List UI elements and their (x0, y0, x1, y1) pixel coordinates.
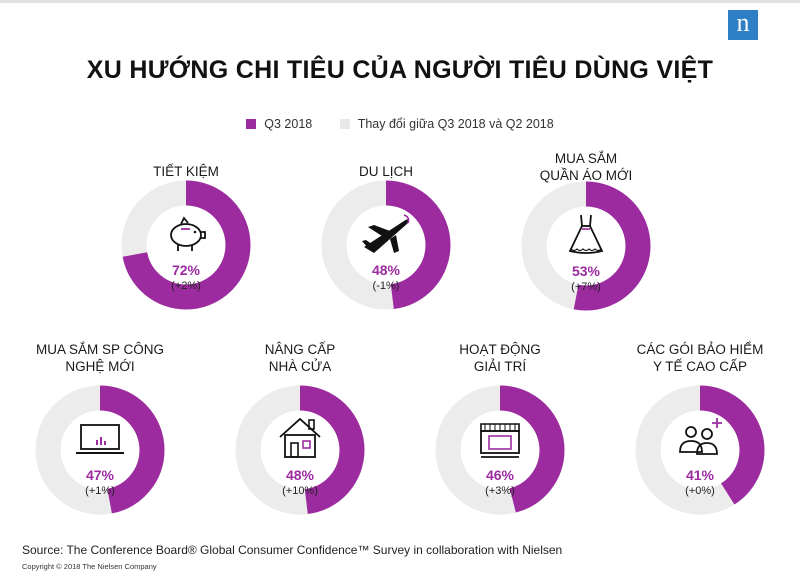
donut-value-arc (235, 385, 365, 515)
value-label: 48% (285, 467, 315, 483)
change-label: (+3%) (485, 485, 515, 497)
top-divider (0, 0, 800, 3)
donut-value-arc (635, 385, 765, 515)
donut-ring (521, 181, 651, 311)
dress-icon (568, 214, 604, 254)
donut-value-arc (35, 385, 165, 515)
legend-item-change: Thay đổi giữa Q3 2018 và Q2 2018 (339, 116, 554, 131)
category-label: DU LỊCH (358, 164, 413, 179)
donut-ring (35, 385, 165, 515)
airplane-icon (362, 214, 410, 253)
change-label: (-1%) (372, 280, 400, 292)
house-icon (279, 417, 321, 458)
category-label: TIẾT KIỆM (153, 164, 219, 179)
change-label: (+0%) (685, 485, 715, 497)
laptop-icon (76, 424, 124, 454)
chart-title: XU HƯỚNG CHI TIÊU CỦA NGƯỜI TIÊU DÙNG VI… (86, 56, 714, 84)
change-label: (+10%) (282, 485, 318, 497)
donut-value-arc (435, 385, 565, 515)
value-label: 41% (685, 467, 715, 483)
value-label: 46% (485, 467, 515, 483)
change-label: (+1%) (85, 485, 115, 497)
change-label: (+7%) (571, 281, 601, 293)
piggy-bank-icon (170, 216, 206, 251)
category-label: MUA SẮM SP CÔNG NGHỆ MỚI (35, 342, 165, 374)
people-plus-icon (679, 418, 722, 455)
donut-value-arc (121, 180, 251, 310)
donut-ring (121, 180, 251, 310)
nielsen-logo: n (728, 10, 758, 40)
donut-value-arc (321, 180, 451, 310)
copyright-note: Copyright © 2018 The Nielsen Company (22, 562, 157, 571)
donut-ring (321, 180, 451, 310)
legend-label-change: Thay đổi giữa Q3 2018 và Q2 2018 (357, 116, 554, 131)
legend-item-q3: Q3 2018 (246, 117, 312, 131)
category-label: CÁC GÓI BẢO HIỂM Y TẾ CAO CẤP (636, 342, 764, 374)
legend-swatch-change (339, 118, 350, 129)
change-label: (+2%) (171, 280, 201, 292)
value-label: 53% (571, 263, 601, 279)
category-label: HOẠT ĐỘNG GIẢI TRÍ (459, 342, 541, 374)
source-note: Source: The Conference Board® Global Con… (22, 543, 563, 557)
legend-swatch-q3 (246, 118, 257, 129)
legend-label-q3: Q3 2018 (264, 116, 313, 131)
category-label: NÂNG CẤP NHÀ CỬA (264, 342, 336, 374)
legend: Q3 2018 Thay đổi giữa Q3 2018 và Q2 2018 (0, 116, 800, 131)
cinema-icon (480, 423, 520, 458)
donut-ring (235, 385, 365, 515)
value-label: 72% (171, 262, 201, 278)
donut-value-arc (521, 181, 651, 311)
value-label: 47% (85, 467, 115, 483)
category-label: MUA SẮM QUẦN ÁO MỚI (539, 151, 633, 183)
donut-ring (635, 385, 765, 515)
value-label: 48% (371, 262, 401, 278)
donut-ring (435, 385, 565, 515)
